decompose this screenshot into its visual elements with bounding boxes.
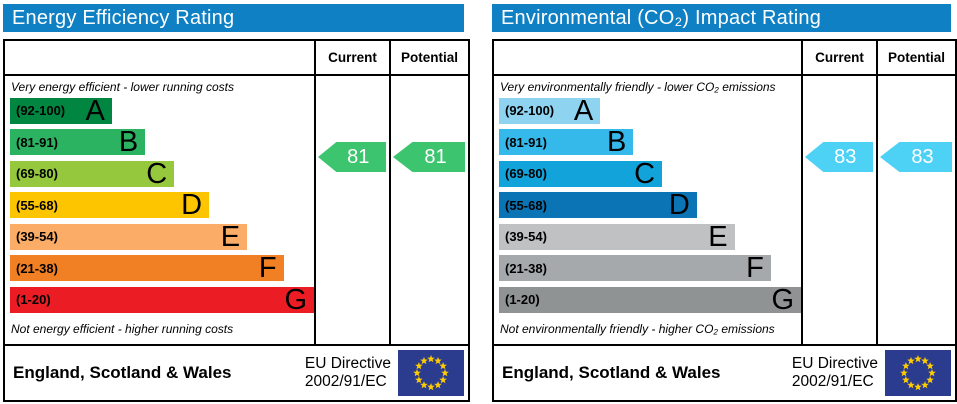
co2-band-b: (81-91) B	[499, 126, 634, 159]
energy-rating-table: Current Potential Very energy efficient …	[3, 39, 470, 402]
eu-flag-icon	[398, 350, 464, 396]
band-row: (55-68) D	[10, 189, 314, 224]
energy-main-col-header	[5, 41, 314, 76]
band-row: (81-91) B	[499, 126, 801, 161]
band-range: (92-100)	[16, 103, 66, 119]
band-row: (92-100) A	[499, 94, 801, 130]
band-letter: C	[634, 157, 656, 190]
energy-top-note: Very energy efficient - lower running co…	[11, 80, 234, 94]
co2-bottom-note: Not environmentally friendly - higher CO…	[500, 322, 775, 337]
band-letter: G	[284, 283, 307, 316]
band-letter: A	[573, 94, 594, 127]
band-range: (55-68)	[16, 197, 58, 213]
band-letter: B	[607, 126, 627, 159]
band-row: (1-20) G	[10, 283, 314, 319]
co2-potential-cell: 83	[876, 76, 955, 344]
co2-bands: (92-100) A (81-91) B	[494, 94, 801, 319]
co2-band-f: (21-38) F	[499, 252, 771, 285]
co2-band-a: (92-100) A	[499, 94, 601, 127]
band-row: (69-80) C	[499, 157, 801, 193]
co2-top-note: Very environmentally friendly - lower CO…	[500, 80, 776, 94]
energy-current-cell: 81	[314, 76, 389, 344]
co2-rating-table: Current Potential Very environmentally f…	[492, 39, 957, 402]
energy-footer: England, Scotland & Wales EU Directive 20…	[5, 344, 468, 400]
band-letter: E	[708, 220, 728, 253]
region-label: England, Scotland & Wales	[502, 363, 721, 382]
band-letter: D	[181, 189, 203, 222]
band-range: (92-100)	[505, 103, 555, 119]
band-range: (39-54)	[16, 229, 58, 245]
energy-band-ladder: Very energy efficient - lower running co…	[5, 76, 314, 344]
band-letter: F	[258, 252, 277, 285]
energy-bands: (92-100) A (81-91) B	[5, 94, 314, 319]
energy-efficiency-panel: Energy Efficiency Rating Current Potenti…	[0, 4, 470, 402]
band-range: (21-38)	[505, 260, 547, 276]
band-range: (39-54)	[505, 229, 547, 245]
energy-panel-title: Energy Efficiency Rating	[3, 4, 464, 32]
eu-directive-label: EU Directive 2002/91/EC	[791, 354, 878, 390]
band-range: (1-20)	[505, 292, 540, 308]
band-row: (92-100) A	[10, 94, 314, 130]
band-row: (55-68) D	[499, 189, 801, 224]
band-row: (81-91) B	[10, 126, 314, 161]
band-row: (21-38) F	[10, 252, 314, 287]
band-letter: A	[85, 94, 105, 127]
co2-panel-title: Environmental (CO₂) Impact Rating	[492, 4, 951, 32]
band-row: (21-38) F	[499, 252, 801, 287]
co2-band-d: (55-68) D	[499, 189, 697, 222]
band-letter: E	[220, 220, 241, 253]
energy-band-c: (69-80) C	[10, 157, 175, 190]
energy-band-e: (39-54) E	[10, 220, 248, 253]
co2-current-cell: 83	[801, 76, 876, 344]
co2-footer: England, Scotland & Wales EU Directive 20…	[494, 344, 955, 400]
co2-current-col-header: Current	[801, 41, 876, 76]
band-letter: B	[118, 126, 139, 159]
energy-band-f: (21-38) F	[10, 252, 284, 285]
band-range: (55-68)	[505, 197, 547, 213]
band-letter: F	[746, 252, 764, 285]
eu-flag-icon	[885, 350, 951, 396]
co2-band-e: (39-54) E	[499, 220, 735, 253]
band-letter: D	[668, 189, 690, 222]
band-letter: C	[146, 157, 168, 190]
co2-impact-panel: Environmental (CO₂) Impact Rating Curren…	[489, 4, 957, 402]
energy-band-b: (81-91) B	[10, 126, 146, 159]
band-letter: G	[771, 283, 794, 316]
band-row: (39-54) E	[499, 220, 801, 256]
energy-potential-arrow: 81	[393, 142, 465, 172]
energy-current-col-header: Current	[314, 41, 389, 76]
co2-band-ladder: Very environmentally friendly - lower CO…	[494, 76, 801, 344]
energy-band-d: (55-68) D	[10, 189, 210, 222]
band-range: (81-91)	[505, 134, 547, 150]
co2-band-g: (1-20) G	[499, 283, 801, 316]
band-range: (69-80)	[505, 166, 547, 182]
energy-potential-cell: 81	[389, 76, 468, 344]
co2-potential-col-header: Potential	[876, 41, 955, 76]
band-row: (39-54) E	[10, 220, 314, 256]
energy-potential-col-header: Potential	[389, 41, 468, 76]
energy-band-a: (92-100) A	[10, 94, 112, 127]
band-row: (1-20) G	[499, 283, 801, 319]
co2-current-arrow: 83	[805, 142, 873, 172]
band-range: (1-20)	[16, 292, 51, 308]
energy-band-g: (1-20) G	[10, 283, 314, 316]
band-range: (21-38)	[16, 260, 58, 276]
energy-current-arrow: 81	[318, 142, 386, 172]
energy-bottom-note: Not energy efficient - higher running co…	[11, 322, 234, 337]
band-range: (69-80)	[16, 166, 58, 182]
band-row: (69-80) C	[10, 157, 314, 193]
region-label: England, Scotland & Wales	[13, 363, 232, 382]
band-range: (81-91)	[16, 134, 58, 150]
co2-main-col-header	[494, 41, 801, 76]
co2-potential-arrow: 83	[880, 142, 952, 172]
co2-band-c: (69-80) C	[499, 157, 663, 190]
eu-directive-label: EU Directive 2002/91/EC	[304, 354, 391, 390]
